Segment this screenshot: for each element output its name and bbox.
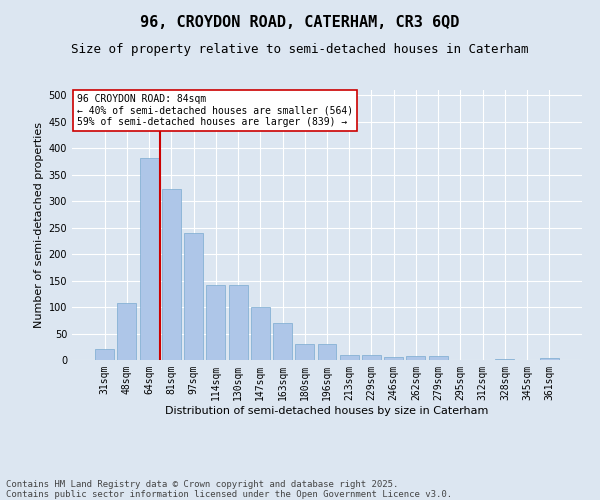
Bar — [496, 359, 514, 360]
Bar — [406, 356, 425, 360]
Bar — [229, 286, 248, 360]
X-axis label: Distribution of semi-detached houses by size in Caterham: Distribution of semi-detached houses by … — [166, 406, 488, 415]
Bar — [184, 234, 203, 360]
Bar — [162, 189, 181, 360]
Bar — [206, 286, 225, 360]
Text: Contains HM Land Registry data © Crown copyright and database right 2025.
Contai: Contains HM Land Registry data © Crown c… — [6, 480, 452, 499]
Text: 96, CROYDON ROAD, CATERHAM, CR3 6QD: 96, CROYDON ROAD, CATERHAM, CR3 6QD — [140, 15, 460, 30]
Bar — [540, 358, 559, 360]
Bar — [95, 350, 114, 360]
Bar — [340, 354, 359, 360]
Text: Size of property relative to semi-detached houses in Caterham: Size of property relative to semi-detach… — [71, 42, 529, 56]
Bar — [362, 354, 381, 360]
Bar — [140, 158, 158, 360]
Bar — [317, 344, 337, 360]
Bar — [295, 344, 314, 360]
Y-axis label: Number of semi-detached properties: Number of semi-detached properties — [34, 122, 44, 328]
Bar — [273, 323, 292, 360]
Bar — [429, 356, 448, 360]
Text: 96 CROYDON ROAD: 84sqm
← 40% of semi-detached houses are smaller (564)
59% of se: 96 CROYDON ROAD: 84sqm ← 40% of semi-det… — [77, 94, 353, 127]
Bar — [118, 304, 136, 360]
Bar — [251, 306, 270, 360]
Bar — [384, 358, 403, 360]
